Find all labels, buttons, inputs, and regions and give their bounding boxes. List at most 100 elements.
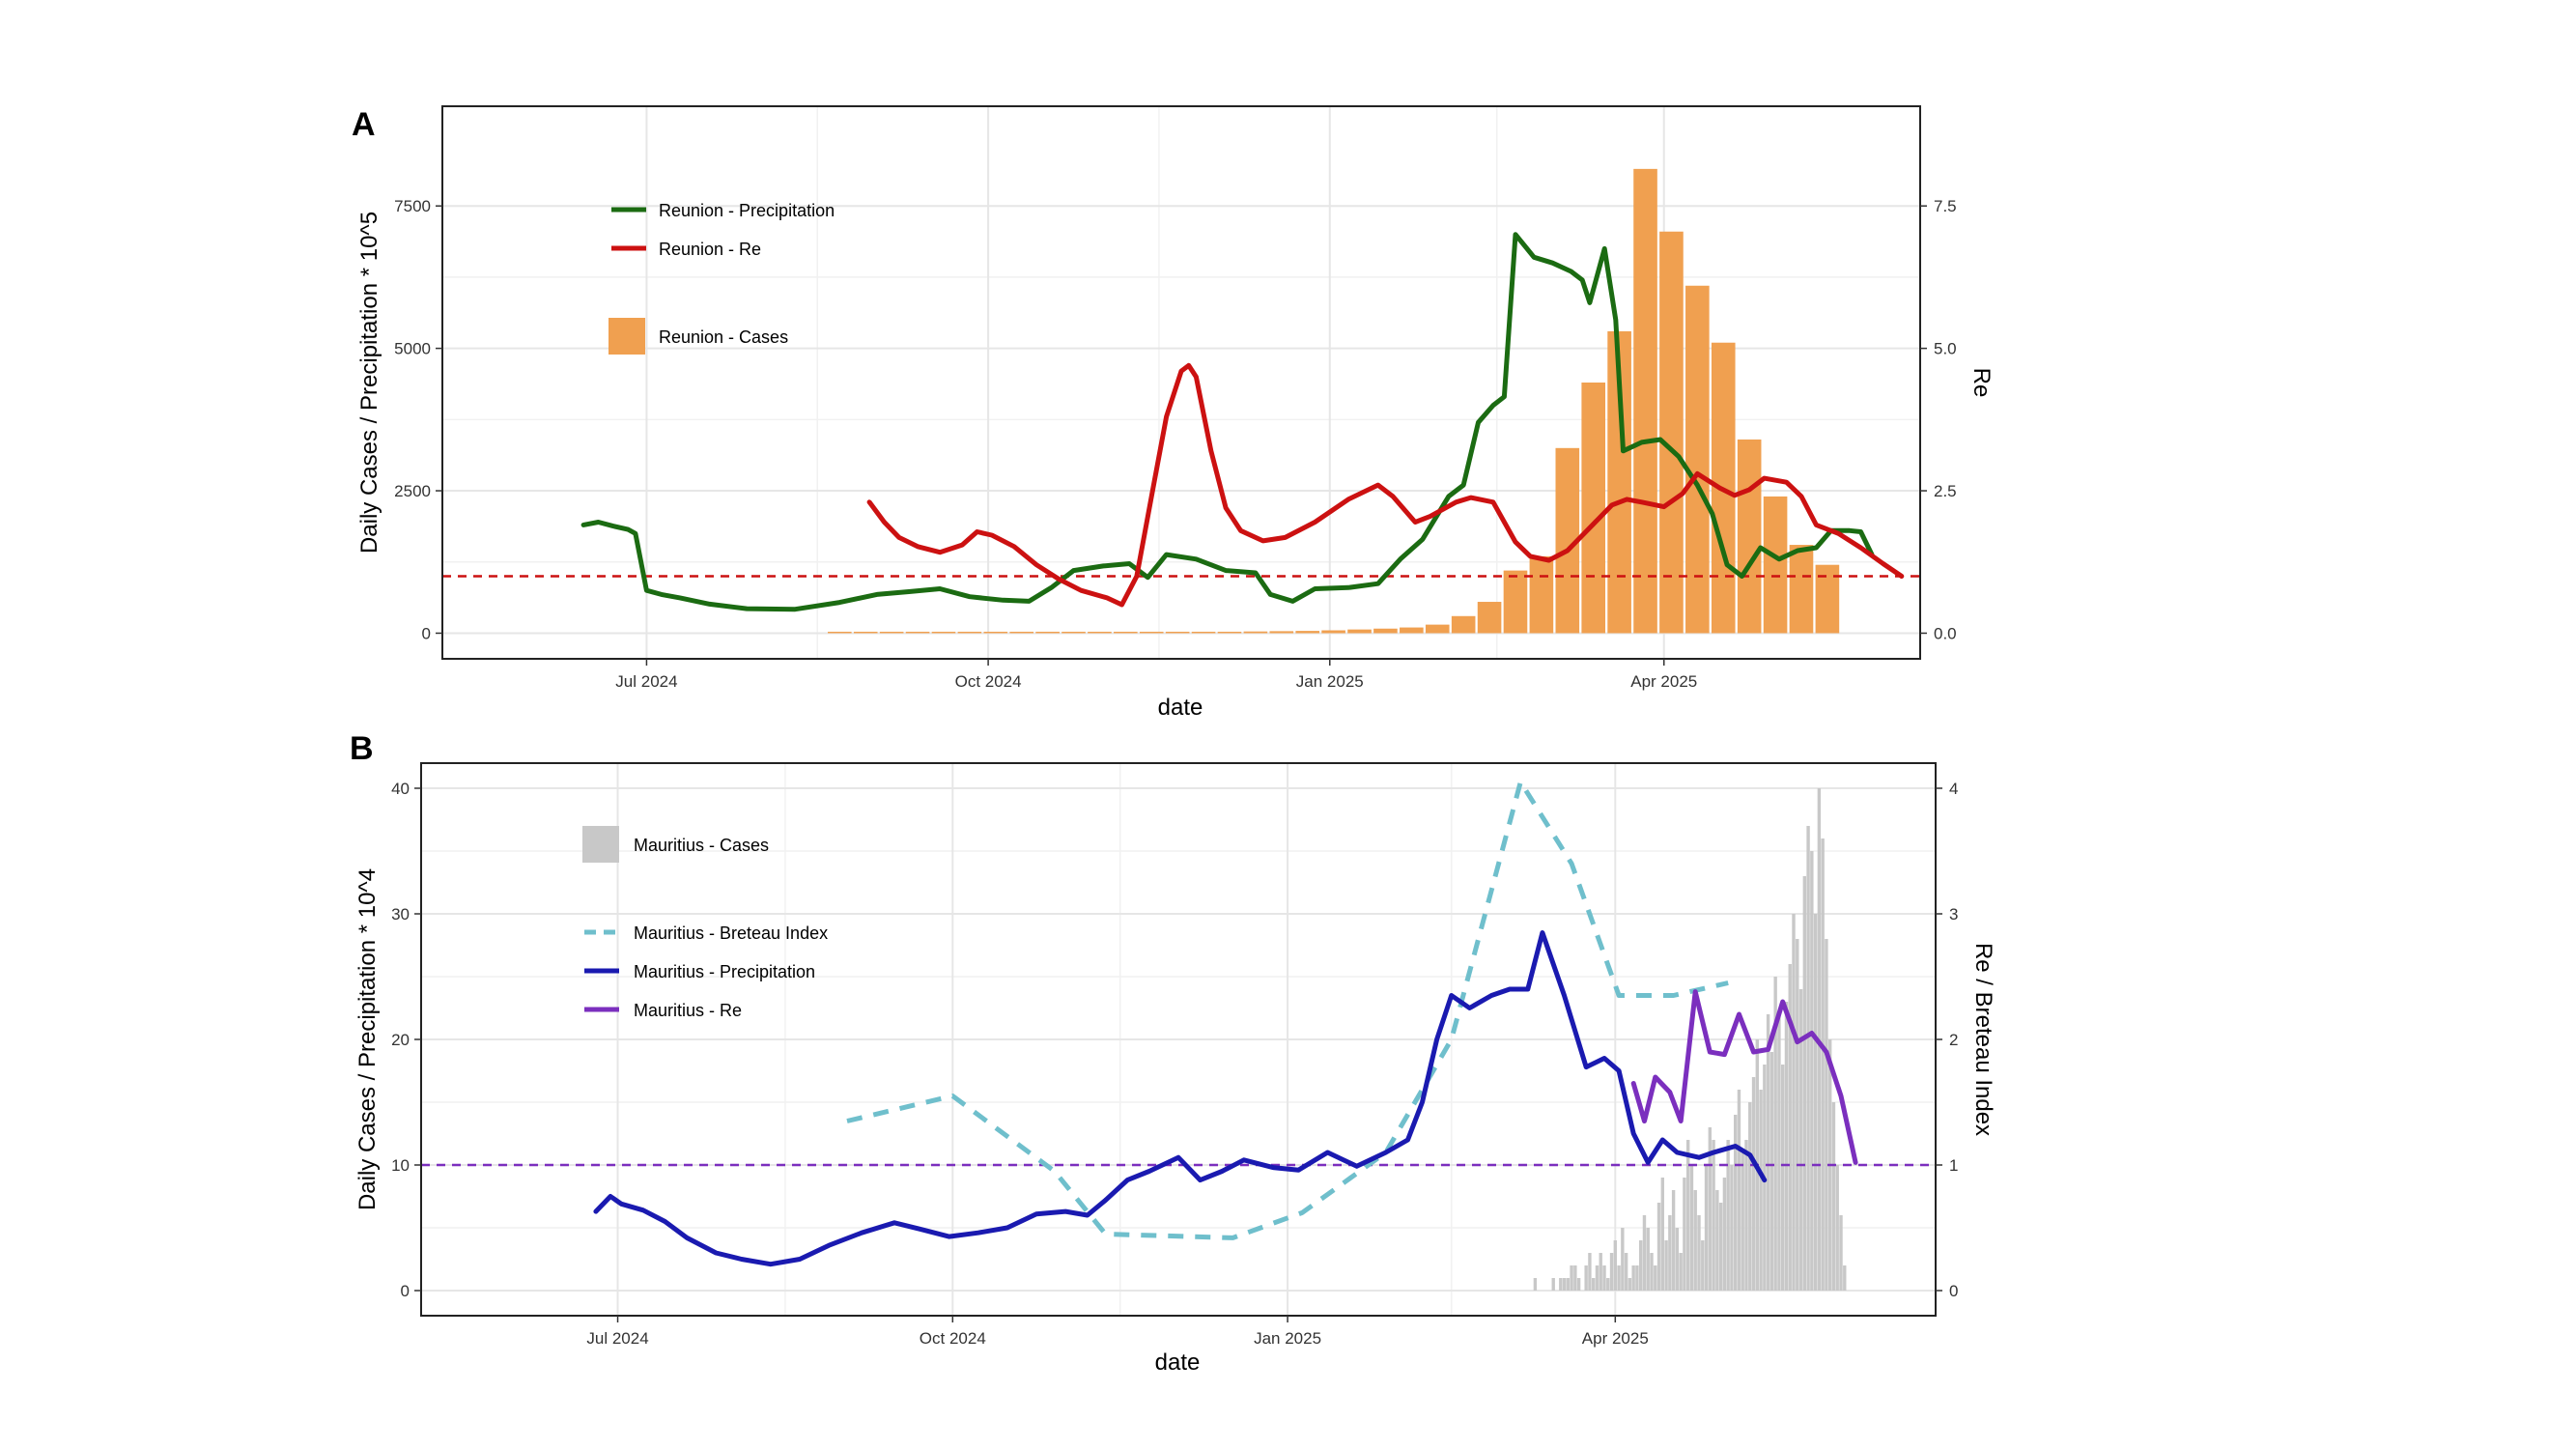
legend-mauritius-cases-label: Mauritius - Cases [634,836,769,855]
bar-b-cases [1566,1278,1571,1291]
bar-b-cases [1576,1278,1581,1291]
bar-b-cases [1813,914,1818,1291]
bar-a-cases [905,631,930,634]
bar-b-cases [1773,977,1777,1291]
panel-a-label: A [352,106,376,143]
bar-b-cases [1650,1253,1654,1291]
bar-b-cases [1780,1065,1785,1291]
bar-b-cases [1599,1253,1602,1291]
bar-a-cases [1425,624,1450,634]
y2-tick-label: 7.5 [1934,197,1957,215]
bar-b-cases [1831,1102,1836,1291]
bar-a-cases [983,631,1008,634]
bar-b-cases [1621,1228,1625,1291]
x-tick-label: Oct 2024 [920,1329,986,1348]
bar-b-cases [1660,1178,1665,1291]
bar-b-cases [1802,876,1807,1291]
y2-tick-label: 2 [1949,1031,1958,1049]
bar-b-cases [1741,1152,1744,1291]
bar-b-cases [1679,1253,1683,1291]
bar-b-cases [1730,1165,1734,1291]
y2-tick-label: 2.5 [1934,482,1957,500]
bar-b-cases [1835,1165,1839,1291]
line-mauritius-breteau-index [846,780,1729,1240]
bar-a-cases [1062,631,1086,634]
bar-a-cases [1529,555,1554,634]
panel-b-label: B [350,730,374,767]
panel-a-y-axis-title: Daily Cases / Precipitation * 10^5 [356,212,382,554]
bar-a-cases [879,631,904,634]
panel-b-bars [1533,788,1847,1291]
bar-b-cases [1689,1165,1694,1291]
bar-b-cases [1595,1265,1599,1291]
panel-a-y2-axis-title: Re [1968,368,1995,398]
panel-b-y2-axis-title: Re / Breteau Index [1970,943,1996,1136]
y2-tick-label: 0 [1949,1282,1958,1300]
bar-a-cases [957,631,982,634]
bar-b-cases [1635,1265,1639,1291]
bar-b-cases [1718,1203,1723,1291]
bar-b-cases [1631,1265,1635,1291]
bar-b-cases [1708,1127,1713,1291]
bar-b-cases [1712,1140,1715,1291]
panel-b-y-axis: 0 10 20 30 40 [391,780,421,1300]
bar-b-cases [1573,1265,1577,1291]
y-tick-label: 2500 [394,482,431,500]
legend-mauritius-cases-key [582,826,619,863]
y2-tick-label: 0.0 [1934,624,1957,642]
bar-b-cases [1693,1190,1697,1291]
bar-a-cases [1243,631,1268,634]
bar-a-cases [1295,631,1320,634]
bar-b-cases [1737,1090,1741,1291]
bar-b-cases [1766,1014,1770,1291]
bar-b-cases [1701,1240,1705,1291]
line-mauritius-precipitation [593,930,1768,1267]
legend-mauritius-re-label: Mauritius - Re [634,1001,742,1020]
bar-b-cases [1654,1265,1657,1291]
legend-mauritius-breteau-label: Mauritius - Breteau Index [634,923,828,943]
x-tick-label: Jul 2024 [615,672,677,691]
panel-a: A Jul 2024 Oct 2024 Jan 2025 Apr 2025 0 2500… [352,105,1995,721]
y-tick-label: 30 [391,905,410,923]
panel-a-x-axis: Jul 2024 Oct 2024 Jan 2025 Apr 2025 [615,659,1697,691]
bar-b-cases [1642,1215,1647,1291]
bar-b-cases [1638,1240,1643,1291]
bar-a-cases [1217,631,1242,634]
bar-b-cases [1562,1278,1567,1291]
bar-b-cases [1733,1115,1738,1291]
bar-a-cases [931,631,956,634]
bar-a-cases [1503,570,1528,634]
panel-a-lines [580,232,1905,612]
y-tick-label: 0 [422,624,431,642]
bar-b-cases [1551,1278,1555,1291]
bar-b-cases [1697,1215,1701,1291]
bar-b-cases [1609,1253,1614,1291]
bar-a-cases [1269,631,1294,634]
legend-mauritius-precipitation-label: Mauritius - Precipitation [634,962,815,981]
bar-b-cases [1788,964,1792,1291]
bar-b-cases [1664,1240,1668,1291]
bar-a-cases [828,631,852,634]
bar-b-cases [1704,1165,1709,1291]
panel-b-y2-axis: 0 1 2 3 4 [1936,780,1958,1300]
bar-b-cases [1821,838,1825,1291]
bar-b-cases [1668,1215,1672,1291]
bar-b-cases [1588,1253,1592,1291]
bar-b-cases [1591,1278,1596,1291]
bar-b-cases [1726,1140,1730,1291]
panel-b-legend: Mauritius - Cases Mauritius - Breteau In… [582,826,828,1020]
bar-a-cases [1400,627,1424,634]
bar-b-cases [1806,826,1810,1291]
panel-a-legend: Reunion - Precipitation Reunion - Re Reu… [609,201,835,355]
y-tick-label: 5000 [394,340,431,358]
bar-b-cases [1656,1203,1661,1291]
x-tick-label: Jan 2025 [1296,672,1364,691]
bar-b-cases [1533,1278,1538,1291]
bar-b-cases [1675,1228,1680,1291]
x-tick-label: Jul 2024 [586,1329,648,1348]
bar-a-cases [1191,631,1216,634]
panel-b-x-axis-title: date [1155,1350,1201,1376]
bar-b-cases [1759,1090,1763,1291]
line-mauritius-re [1630,989,1858,1165]
